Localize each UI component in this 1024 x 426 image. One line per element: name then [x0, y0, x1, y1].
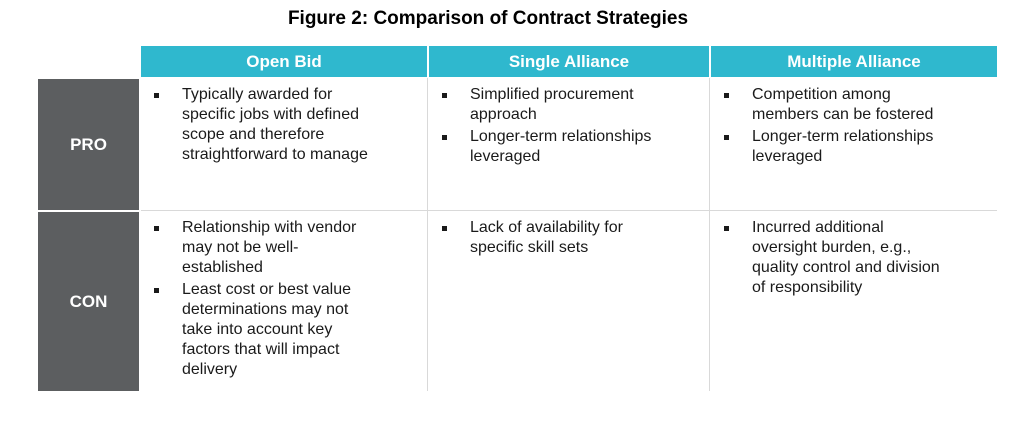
list-item: Typically awarded for specific jobs with…: [141, 85, 427, 165]
list-item: Lack of availability for specific skill …: [429, 218, 709, 258]
bullet-text: Longer-term relationships leveraged: [752, 128, 934, 165]
row-divider: [141, 210, 997, 211]
list-item: Simplified procurement approach: [429, 85, 709, 125]
bullet-square-icon: [154, 226, 159, 231]
bullet-text: Competition among members can be fostere…: [752, 86, 934, 123]
cell-pro-single-alliance: Simplified procurement approach Longer-t…: [429, 79, 709, 210]
bullet-text: Longer-term relationships leveraged: [470, 128, 652, 165]
cell-pro-open-bid: Typically awarded for specific jobs with…: [141, 79, 427, 210]
bullet-square-icon: [724, 226, 729, 231]
column-divider: [427, 78, 428, 391]
cell-con-multiple-alliance: Incurred additional oversight burden, e.…: [711, 212, 997, 391]
list-item: Relationship with vendor may not be well…: [141, 218, 427, 278]
list-item: Longer-term relationships leveraged: [711, 127, 997, 167]
corner-spacer: [38, 46, 139, 77]
column-header-multiple-alliance: Multiple Alliance: [711, 46, 997, 77]
list-item: Competition among members can be fostere…: [711, 85, 997, 125]
bullet-text: Relationship with vendor may not be well…: [182, 219, 357, 276]
list-item: Incurred additional oversight burden, e.…: [711, 218, 997, 298]
bullet-text: Typically awarded for specific jobs with…: [182, 86, 368, 163]
list-item: Longer-term relationships leveraged: [429, 127, 709, 167]
cell-pro-multiple-alliance: Competition among members can be fostere…: [711, 79, 997, 210]
bullet-square-icon: [442, 93, 447, 98]
figure-title: Figure 2: Comparison of Contract Strateg…: [287, 8, 689, 29]
row-label-con: CON: [38, 212, 139, 391]
cell-con-single-alliance: Lack of availability for specific skill …: [429, 212, 709, 391]
bullet-square-icon: [154, 93, 159, 98]
bullet-square-icon: [442, 135, 447, 140]
list-item: Least cost or best value determinations …: [141, 280, 427, 380]
bullet-text: Incurred additional oversight burden, e.…: [752, 219, 940, 296]
bullet-square-icon: [154, 288, 159, 293]
column-header-single-alliance: Single Alliance: [429, 46, 709, 77]
cell-con-open-bid: Relationship with vendor may not be well…: [141, 212, 427, 391]
column-header-open-bid: Open Bid: [141, 46, 427, 77]
bullet-text: Lack of availability for specific skill …: [470, 219, 623, 256]
row-label-pro: PRO: [38, 79, 139, 210]
bullet-text: Least cost or best value determinations …: [182, 281, 351, 378]
comparison-table: Open Bid Single Alliance Multiple Allian…: [38, 46, 997, 391]
bullet-square-icon: [442, 226, 447, 231]
bullet-text: Simplified procurement approach: [470, 86, 634, 123]
column-divider: [709, 78, 710, 391]
bullet-square-icon: [724, 93, 729, 98]
bullet-square-icon: [724, 135, 729, 140]
